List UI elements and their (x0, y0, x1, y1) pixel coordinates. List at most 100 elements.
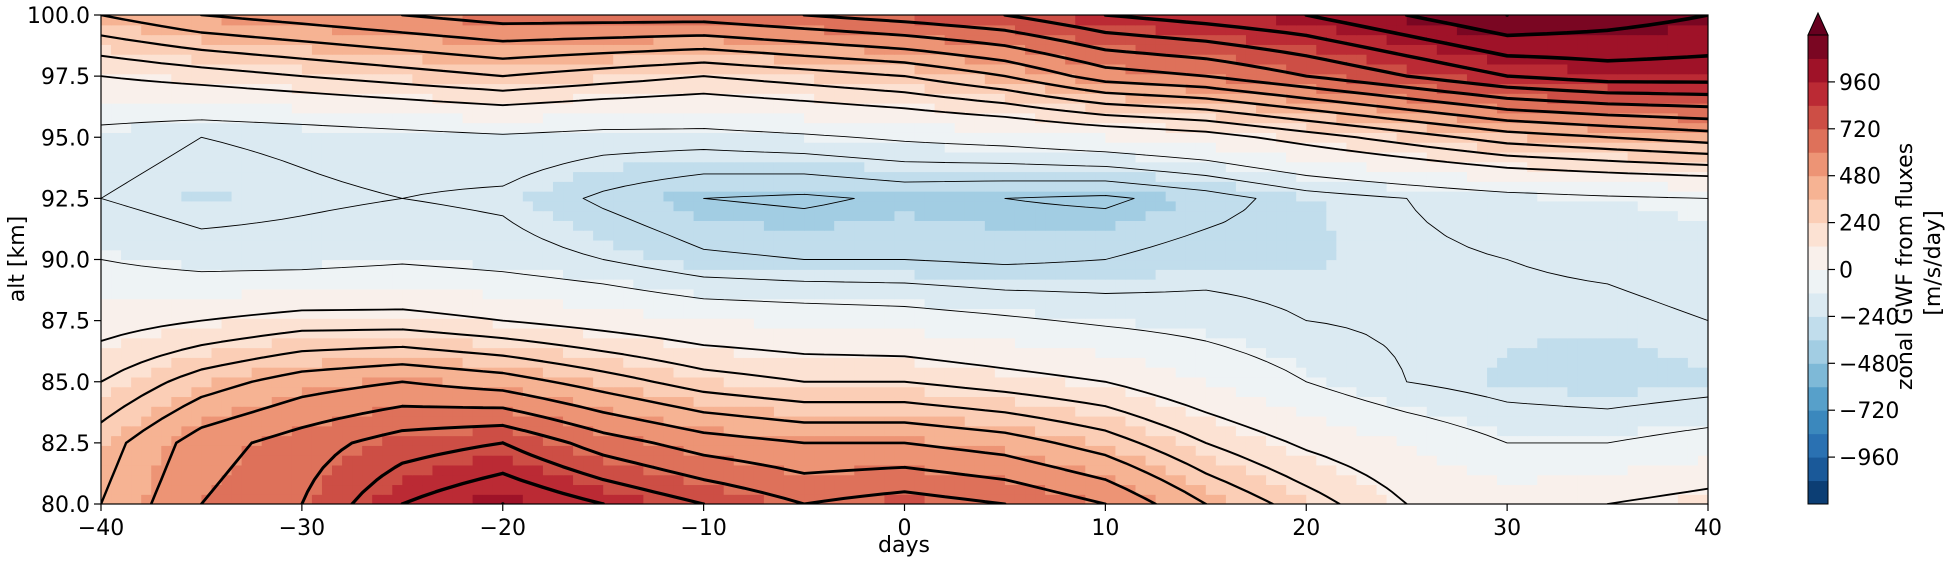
heatmap-cell (512, 230, 524, 241)
heatmap-cell (1376, 259, 1388, 270)
heatmap-cell (281, 367, 293, 378)
heatmap-cell (804, 455, 815, 466)
heatmap-cell (1004, 347, 1016, 358)
heatmap-cell (261, 220, 273, 231)
heatmap-cell (1276, 435, 1287, 446)
heatmap-cell (1587, 220, 1599, 231)
heatmap-cell (994, 318, 1006, 329)
heatmap-cell (492, 288, 504, 300)
heatmap-cell (1286, 210, 1297, 221)
heatmap-cell (1436, 200, 1448, 212)
heatmap-cell (1225, 386, 1237, 398)
heatmap-cell (1406, 249, 1418, 261)
heatmap-cell (522, 239, 534, 251)
heatmap-cell (1426, 210, 1438, 221)
heatmap-cell (633, 279, 644, 290)
heatmap-cell (492, 259, 504, 270)
heatmap-cell (111, 191, 122, 202)
heatmap-cell (984, 484, 996, 495)
heatmap-cell (1296, 200, 1307, 212)
heatmap-cell (1055, 494, 1066, 504)
heatmap-cell (1446, 318, 1458, 329)
heatmap-cell (944, 220, 956, 231)
heatmap-cell (181, 494, 192, 504)
heatmap-cell (1185, 376, 1197, 388)
heatmap-cell (1045, 386, 1056, 398)
heatmap-cell (1657, 230, 1669, 241)
heatmap-cell (1035, 269, 1046, 280)
heatmap-cell (1135, 474, 1147, 486)
heatmap-cell (472, 435, 484, 446)
heatmap-cell (1456, 406, 1468, 417)
heatmap-cell (1577, 318, 1589, 329)
heatmap-cell (974, 474, 986, 486)
heatmap-cell (623, 220, 634, 231)
heatmap-cell (1507, 367, 1518, 378)
heatmap-cell (1245, 367, 1257, 378)
heatmap-cell (1286, 435, 1297, 446)
heatmap-cell (1567, 435, 1579, 446)
heatmap-cell (392, 308, 403, 319)
heatmap-cell (1667, 406, 1679, 417)
heatmap-cell (251, 327, 263, 339)
heatmap-cell (452, 210, 464, 221)
heatmap-cell (1065, 386, 1076, 398)
heatmap-cell (412, 435, 423, 446)
heatmap-cell (1296, 455, 1307, 466)
heatmap-cell (1517, 298, 1528, 309)
heatmap-cell (593, 484, 604, 495)
heatmap-cell (643, 494, 654, 504)
heatmap-cell (151, 269, 162, 280)
heatmap-cell (1416, 279, 1428, 290)
heatmap-cell (211, 308, 223, 319)
heatmap-cell (1326, 415, 1337, 427)
heatmap-cell (472, 337, 484, 349)
heatmap-cell (1326, 396, 1337, 407)
heatmap-cell (1165, 347, 1177, 358)
heatmap-cell (1245, 318, 1257, 329)
heatmap-cell (452, 415, 464, 427)
heatmap-cell (171, 288, 182, 300)
heatmap-cell (1657, 249, 1669, 261)
heatmap-cell (773, 337, 785, 349)
heatmap-cell (1456, 347, 1468, 358)
heatmap-cell (1627, 327, 1639, 339)
heatmap-cell (482, 327, 494, 339)
heatmap-cell (1406, 464, 1418, 476)
heatmap-cell (1055, 455, 1066, 466)
heatmap-cell (1627, 445, 1639, 456)
heatmap-cell (864, 318, 875, 329)
heatmap-cell (1004, 425, 1016, 437)
heatmap-cell (1517, 406, 1528, 417)
heatmap-cell (573, 376, 584, 388)
heatmap-cell (1426, 425, 1438, 437)
heatmap-cell (311, 279, 323, 290)
heatmap-cell (1175, 249, 1187, 261)
heatmap-cell (633, 298, 644, 309)
heatmap-cell (713, 367, 725, 378)
heatmap-cell (1065, 474, 1076, 486)
heatmap-cell (382, 406, 393, 417)
heatmap-cell (342, 455, 353, 466)
heatmap-cell (824, 347, 835, 358)
heatmap-cell (1366, 357, 1378, 368)
heatmap-cell (763, 239, 775, 251)
heatmap-cell (753, 357, 765, 368)
heatmap-cell (1627, 406, 1639, 417)
heatmap-cell (161, 464, 172, 476)
heatmap-cell (402, 357, 413, 368)
heatmap-cell (412, 200, 423, 212)
heatmap-cell (643, 259, 654, 270)
heatmap-cell (794, 259, 805, 270)
heatmap-cell (1376, 347, 1388, 358)
heatmap-cell (1336, 220, 1348, 231)
heatmap-cell (532, 435, 544, 446)
heatmap-cell (673, 298, 685, 309)
heatmap-cell (663, 239, 675, 251)
heatmap-cell (994, 269, 1006, 280)
heatmap-cell (1205, 474, 1217, 486)
heatmap-cell (1336, 249, 1348, 261)
heatmap-cell (573, 220, 584, 231)
heatmap-cell (1346, 249, 1358, 261)
heatmap-cell (1115, 200, 1127, 212)
